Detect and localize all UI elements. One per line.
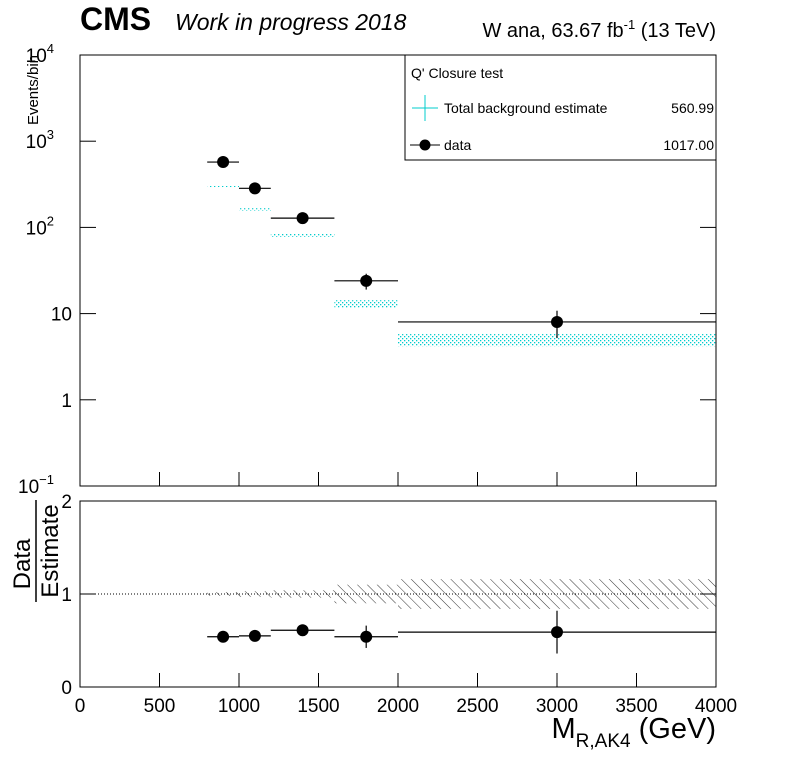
x-tick-label: 2000 — [377, 696, 419, 717]
background-band — [334, 300, 398, 308]
background-band — [239, 208, 271, 211]
y-tick-label: 104 — [26, 41, 54, 67]
legend-title: Q' Closure test — [411, 65, 503, 81]
uncertainty-band — [270, 590, 335, 598]
legend-label: Total background estimate — [444, 100, 608, 116]
uncertainty-band — [239, 591, 271, 597]
x-tick-label: 2500 — [456, 696, 498, 717]
uncertainty-band — [207, 592, 239, 596]
data-point — [296, 212, 309, 225]
data-point — [217, 630, 230, 643]
tick-base: 10 — [18, 477, 39, 498]
lumi-text: (13 TeV) — [635, 20, 716, 42]
legend: Q' Closure test Total background estimate… — [404, 54, 717, 161]
x-tick-label: 0 — [75, 696, 86, 717]
tick-exponent: 3 — [47, 127, 54, 142]
data-point — [551, 626, 563, 639]
tick-exponent: 2 — [47, 213, 54, 228]
legend-box — [404, 54, 717, 161]
x-tick-label: 500 — [144, 696, 176, 717]
background-band — [207, 185, 239, 188]
y-tick-label: 1 — [61, 391, 72, 412]
y-tick-label: 1 — [61, 585, 72, 606]
data-point — [296, 624, 309, 637]
data-point — [360, 274, 373, 287]
data-point — [551, 315, 563, 328]
legend-label: data — [444, 137, 471, 153]
x-axis-label: MR,AK4 (GeV) — [552, 713, 717, 752]
legend-total: 560.99 — [671, 100, 714, 116]
data-point — [217, 156, 230, 169]
cms-label: CMS — [80, 1, 151, 37]
y-tick-label: 0 — [61, 678, 72, 699]
data-point — [248, 629, 261, 642]
x-tick-label: 3000 — [536, 696, 578, 717]
lumi-label: W ana, 63.67 fb-1 (13 TeV) — [482, 17, 716, 42]
x-tick-label: 1000 — [218, 696, 260, 717]
y-tick-label: 103 — [26, 127, 54, 153]
y-tick-label: 10−1 — [18, 472, 54, 498]
tick-base: 10 — [26, 46, 47, 67]
y-axis-label: Data — [9, 538, 36, 589]
y-tick-label: 102 — [26, 213, 54, 239]
x-tick-label: 3500 — [615, 696, 657, 717]
subtitle: Work in progress 2018 — [175, 9, 407, 35]
legend-total: 1017.00 — [663, 137, 714, 153]
legend-symbol — [419, 139, 431, 151]
tick-base: 10 — [26, 132, 47, 153]
data-point — [360, 630, 373, 643]
uncertainty-band — [398, 579, 716, 609]
data-point — [248, 182, 261, 195]
y-axis-label: Estimate — [37, 504, 64, 597]
lumi-exponent: -1 — [624, 17, 636, 32]
x-label-unit: (GeV) — [631, 713, 716, 745]
y-tick-label: 10 — [51, 305, 72, 326]
y-tick-label: 2 — [61, 492, 72, 513]
tick-base: 10 — [26, 218, 47, 239]
tick-exponent: 4 — [47, 41, 54, 56]
x-label-subscript: R,AK4 — [576, 731, 631, 752]
background-band — [270, 233, 335, 237]
background-band — [398, 334, 716, 347]
uncertainty-band — [334, 584, 398, 604]
x-tick-label: 1500 — [297, 696, 339, 717]
y-axis-label: Events/bin — [25, 55, 42, 125]
lumi-text: W ana, 63.67 fb — [482, 20, 623, 42]
x-label-main: M — [552, 713, 576, 745]
tick-exponent: −1 — [39, 472, 54, 487]
x-tick-label: 4000 — [695, 696, 737, 717]
